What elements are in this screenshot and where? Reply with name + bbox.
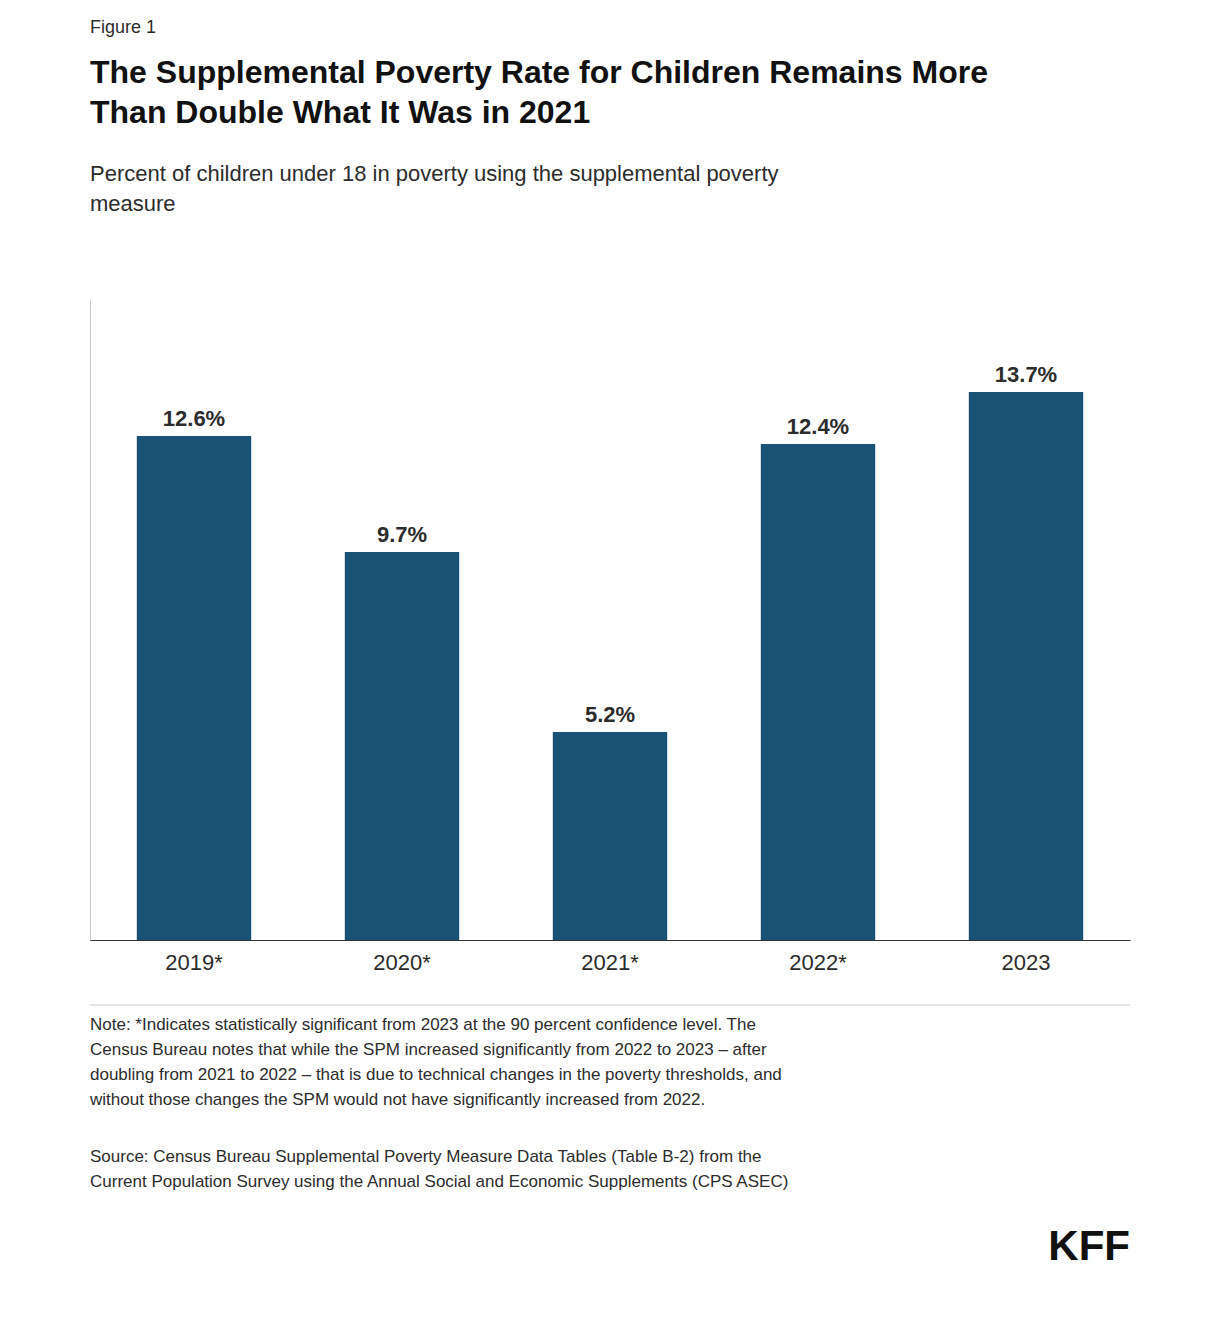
bar <box>553 732 667 940</box>
x-tick: 2020* <box>373 950 431 975</box>
x-tick: 2019* <box>165 950 223 975</box>
x-tick: 2022* <box>789 950 847 975</box>
bar <box>137 436 251 940</box>
y-axis-line <box>90 301 91 941</box>
source-line: Source: Census Bureau Supplemental Pover… <box>90 1147 762 1166</box>
x-tick: 2023 <box>1002 950 1051 975</box>
note-line: without those changes the SPM would not … <box>89 1090 705 1109</box>
note: Note: *Indicates statistically significa… <box>89 1015 782 1109</box>
x-tick-label: 2019* <box>165 950 223 975</box>
source-line: Current Population Survey using the Annu… <box>90 1172 788 1191</box>
bar <box>969 392 1083 940</box>
note-line: doubling from 2021 to 2022 – that is due… <box>90 1065 782 1084</box>
kff-label: KFF <box>1048 1222 1130 1269</box>
subtitle-line: Percent of children under 18 in poverty … <box>90 161 779 186</box>
subtitle: Percent of children under 18 in poverty … <box>90 161 779 216</box>
title-line: The Supplemental Poverty Rate for Childr… <box>90 54 988 90</box>
x-tick: 2021* <box>581 950 639 975</box>
data-label: 13.7% <box>995 362 1057 387</box>
x-tick-label: 2022* <box>789 950 847 975</box>
title: The Supplemental Poverty Rate for Childr… <box>90 54 988 130</box>
data-label: 12.4% <box>787 414 849 439</box>
x-tick-label: 2023 <box>1002 950 1051 975</box>
separator <box>90 1005 1130 1006</box>
data-label: 5.2% <box>585 702 635 727</box>
bar <box>761 444 875 940</box>
x-tick-label: 2020* <box>373 950 431 975</box>
x-tick-label: 2021* <box>581 950 639 975</box>
x-axis-line <box>91 940 1131 941</box>
x-axis: 2019* 2020* 2021* 2022* 2023 <box>91 941 1131 975</box>
chart-root: Figure 1 The Supplemental Poverty Rate fo… <box>0 0 1220 1320</box>
figure-label-line: Figure 1 <box>90 17 156 37</box>
figure-label: Figure 1 <box>90 17 156 37</box>
data-label: 9.7% <box>377 522 427 547</box>
title-line: Than Double What It Was in 2021 <box>90 94 590 130</box>
kff-label-line: KFF <box>1048 1222 1130 1269</box>
note-line: Census Bureau notes that while the SPM i… <box>90 1040 767 1059</box>
note-line: Note: *Indicates statistically significa… <box>90 1015 756 1034</box>
data-labels: 12.6% 9.7% 5.2% 12.4% 13.7% <box>163 362 1057 727</box>
bar <box>345 552 459 940</box>
data-label: 12.6% <box>163 406 225 431</box>
source: Source: Census Bureau Supplemental Pover… <box>90 1147 788 1191</box>
bars <box>137 392 1083 940</box>
y-axis <box>90 301 91 941</box>
subtitle-line: measure <box>90 191 176 216</box>
background <box>0 0 1220 1320</box>
